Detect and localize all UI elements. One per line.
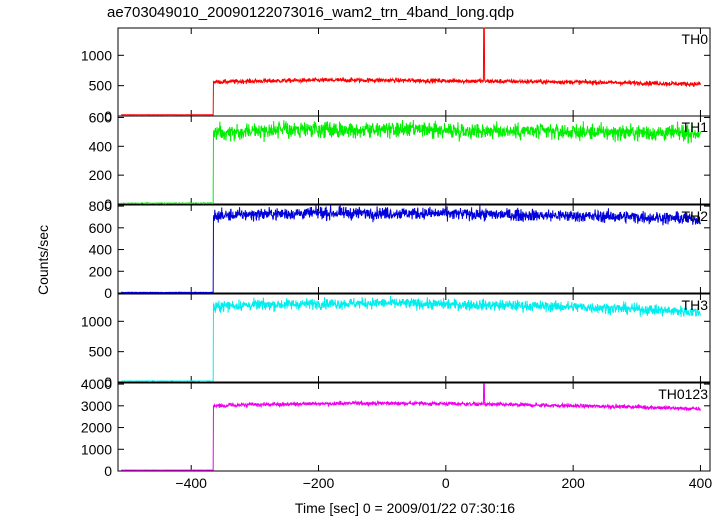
panel-label-th2: TH2 — [682, 208, 709, 224]
y-axis-label: Counts/sec — [35, 225, 51, 295]
x-tick-label: −400 — [175, 475, 207, 491]
y-tick-label: 200 — [89, 263, 113, 279]
series-line-th3 — [120, 295, 701, 383]
panel-frame — [117, 204, 711, 294]
y-tick-label: 500 — [89, 78, 113, 94]
panel-th0: 0 500 1000 TH0 — [81, 27, 711, 124]
panel-frame — [117, 27, 711, 117]
panel-label-th0: TH0 — [682, 31, 709, 47]
series-line-th2 — [120, 204, 701, 294]
y-tick-label: 200 — [89, 167, 113, 183]
chart-title: ae703049010_20090122073016_wam2_trn_4ban… — [107, 4, 514, 21]
series-line-th1 — [120, 119, 701, 205]
panel-label-th1: TH1 — [682, 119, 709, 135]
y-tick-label: 500 — [89, 344, 113, 360]
panel-th0123: 0 1000 2000 3000 4000 TH0123 — [81, 376, 711, 479]
y-tick-label: 600 — [89, 220, 113, 236]
panel-th2: 0 200 400 600 800 TH2 — [89, 198, 711, 301]
y-tick-label: 4000 — [81, 376, 112, 392]
panel-th3: 0 500 1000 TH3 — [81, 293, 711, 390]
series-line-th0 — [121, 27, 701, 116]
y-tick-label: 0 — [104, 463, 112, 479]
y-tick-label: 1000 — [81, 313, 112, 329]
y-tick-label: 0 — [104, 108, 112, 124]
x-tick-label: 200 — [561, 475, 585, 491]
y-tick-label: 0 — [104, 374, 112, 390]
x-tick-label: −200 — [303, 475, 335, 491]
panels-group: 0 500 1000 TH0 0 200 400 600 TH1 0 200 400 600 800 TH2… — [81, 27, 711, 479]
x-axis-label: Time [sec] 0 = 2009/01/22 07:30:16 — [295, 500, 515, 516]
y-tick-label: 400 — [89, 138, 113, 154]
series-line-th0123 — [121, 383, 701, 471]
panel-frame — [117, 293, 711, 383]
y-tick-label: 0 — [104, 196, 112, 212]
panel-frame — [117, 115, 711, 205]
y-tick-label: 2000 — [81, 420, 112, 436]
x-axis: −400 −200 0 200 400 — [175, 475, 712, 491]
panel-label-th3: TH3 — [682, 297, 709, 313]
y-tick-label: 3000 — [81, 398, 112, 414]
panel-label-th0123: TH0123 — [658, 386, 708, 402]
y-tick-label: 1000 — [81, 441, 112, 457]
panel-th1: 0 200 400 600 TH1 — [89, 109, 711, 212]
y-tick-label: 800 — [89, 198, 113, 214]
y-tick-label: 0 — [104, 285, 112, 301]
y-tick-label: 1000 — [81, 47, 112, 63]
panel-frame — [117, 382, 711, 472]
y-tick-label: 600 — [89, 109, 113, 125]
y-tick-label: 400 — [89, 242, 113, 258]
x-tick-label: 400 — [689, 475, 713, 491]
x-tick-label: 0 — [442, 475, 450, 491]
